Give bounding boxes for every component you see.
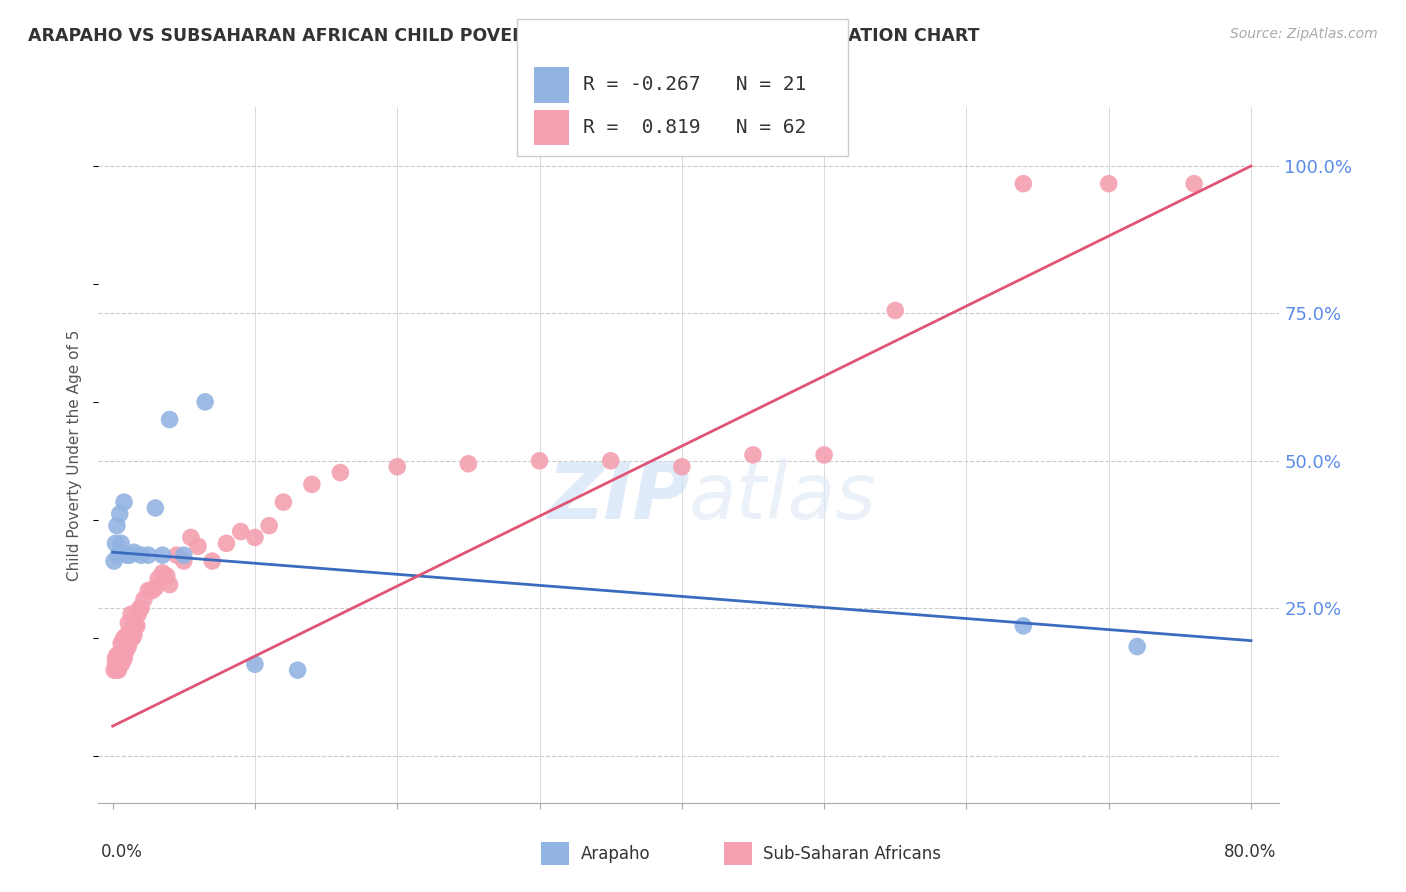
Point xyxy=(103,554,125,568)
Point xyxy=(104,657,127,672)
Point xyxy=(112,495,135,509)
Point xyxy=(129,548,152,562)
Point xyxy=(115,640,138,654)
Point xyxy=(103,663,125,677)
Point xyxy=(110,536,132,550)
Point xyxy=(201,554,224,568)
Point xyxy=(1098,177,1121,191)
Point xyxy=(122,613,145,627)
Point xyxy=(114,633,136,648)
Point xyxy=(108,507,131,521)
Point xyxy=(457,457,479,471)
Point xyxy=(108,645,131,659)
Point xyxy=(112,631,135,645)
Point xyxy=(301,477,323,491)
Point xyxy=(104,651,127,665)
Point xyxy=(107,651,129,665)
Point xyxy=(143,581,166,595)
Text: R = -0.267   N = 21: R = -0.267 N = 21 xyxy=(583,75,807,95)
Y-axis label: Child Poverty Under the Age of 5: Child Poverty Under the Age of 5 xyxy=(67,329,83,581)
Point xyxy=(159,412,181,426)
Text: Arapaho: Arapaho xyxy=(581,845,651,863)
Point xyxy=(387,459,409,474)
Point xyxy=(159,577,181,591)
Point xyxy=(120,607,142,621)
Point xyxy=(121,631,143,645)
Point xyxy=(118,633,141,648)
Point xyxy=(105,648,128,663)
Point xyxy=(187,539,209,553)
Point xyxy=(107,663,129,677)
Point xyxy=(111,654,134,668)
Point xyxy=(114,645,136,659)
Text: Sub-Saharan Africans: Sub-Saharan Africans xyxy=(763,845,942,863)
Point xyxy=(105,663,128,677)
Point xyxy=(108,657,131,672)
Point xyxy=(152,548,174,562)
Point xyxy=(273,495,295,509)
Point xyxy=(115,548,138,562)
Point xyxy=(194,395,217,409)
Point xyxy=(1012,619,1035,633)
Point xyxy=(112,651,135,665)
Point xyxy=(111,633,134,648)
Point xyxy=(105,518,128,533)
Point xyxy=(143,500,166,515)
Point xyxy=(173,548,195,562)
Point xyxy=(671,459,693,474)
Point xyxy=(136,583,159,598)
Text: Source: ZipAtlas.com: Source: ZipAtlas.com xyxy=(1230,27,1378,41)
Point xyxy=(243,657,266,672)
Point xyxy=(104,536,127,550)
Point xyxy=(136,548,159,562)
Point xyxy=(122,545,145,559)
Point xyxy=(132,592,155,607)
Point xyxy=(117,615,139,630)
Point xyxy=(173,554,195,568)
Point xyxy=(215,536,238,550)
Text: 0.0%: 0.0% xyxy=(101,843,143,861)
Point xyxy=(884,303,907,318)
Point xyxy=(107,548,129,562)
Point xyxy=(813,448,835,462)
Text: R =  0.819   N = 62: R = 0.819 N = 62 xyxy=(583,118,807,137)
Point xyxy=(129,601,152,615)
Point xyxy=(1182,177,1205,191)
Point xyxy=(1126,640,1149,654)
Text: ZIP: ZIP xyxy=(547,458,689,534)
Point xyxy=(118,548,141,562)
Point xyxy=(125,619,148,633)
Point xyxy=(115,628,138,642)
Point xyxy=(742,448,765,462)
Point xyxy=(110,657,132,672)
Point xyxy=(156,569,179,583)
Text: atlas: atlas xyxy=(689,458,877,534)
Point xyxy=(243,531,266,545)
Point xyxy=(127,607,149,621)
Point xyxy=(229,524,252,539)
Point xyxy=(122,628,145,642)
Point xyxy=(117,640,139,654)
Point xyxy=(124,619,146,633)
Point xyxy=(110,637,132,651)
Point xyxy=(329,466,352,480)
Point xyxy=(287,663,309,677)
Point xyxy=(141,583,163,598)
Point xyxy=(257,518,280,533)
Point xyxy=(529,454,551,468)
Text: ARAPAHO VS SUBSAHARAN AFRICAN CHILD POVERTY UNDER THE AGE OF 5 CORRELATION CHART: ARAPAHO VS SUBSAHARAN AFRICAN CHILD POVE… xyxy=(28,27,980,45)
Point xyxy=(148,572,170,586)
Point xyxy=(152,566,174,580)
Point xyxy=(128,601,150,615)
Text: 80.0%: 80.0% xyxy=(1225,843,1277,861)
Point xyxy=(180,531,202,545)
Point xyxy=(166,548,188,562)
Point xyxy=(1012,177,1035,191)
Point xyxy=(599,454,621,468)
